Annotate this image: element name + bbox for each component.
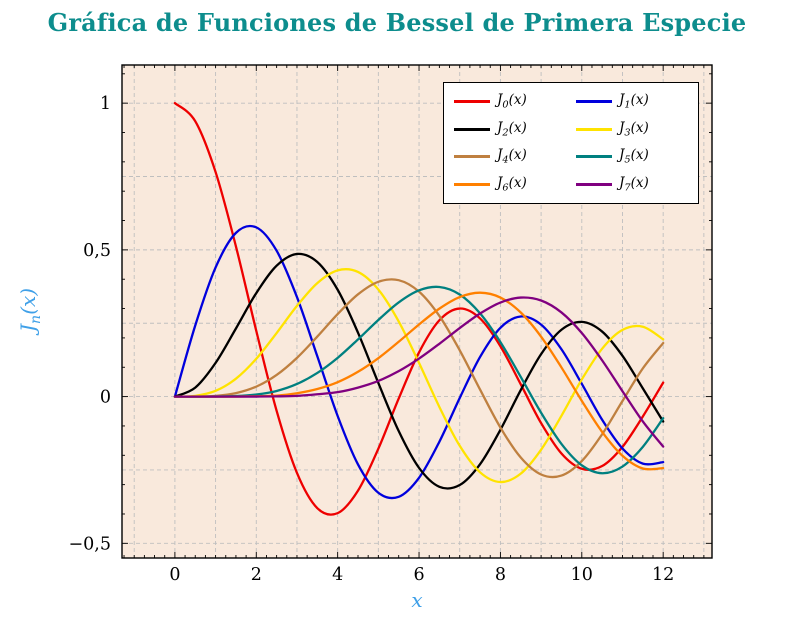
curve-j1x bbox=[173, 224, 665, 500]
x-tick-label: 8 bbox=[495, 565, 506, 585]
legend-label-j5: J5(x) bbox=[619, 147, 649, 167]
legend-line-sample-j3 bbox=[576, 127, 612, 131]
legend-label-j1: J1(x) bbox=[619, 92, 649, 111]
plot-frame bbox=[121, 64, 713, 559]
x-tick-label: 0 bbox=[169, 565, 180, 585]
y-tick-label: 0,5 bbox=[83, 241, 111, 261]
y-tick-label: 1 bbox=[100, 94, 111, 114]
legend-line-sample-j5 bbox=[576, 155, 612, 159]
legend-item-j4: J4(x) bbox=[454, 147, 566, 166]
legend-line-sample-j2 bbox=[454, 127, 490, 131]
legend-line-sample-j7 bbox=[576, 182, 612, 186]
x-tick-label: 4 bbox=[332, 565, 343, 585]
tick-labels: 0 2 4 6 8 10 12 −0,5 0 0,5 1 bbox=[69, 94, 675, 585]
legend-item-j3: J3(x) bbox=[576, 119, 688, 139]
legend-label-j3: J3(x) bbox=[619, 119, 649, 139]
legend-label-j4: J4(x) bbox=[497, 147, 527, 167]
legend-label-j6: J6(x) bbox=[497, 175, 527, 194]
y-axis-label: Jn(x) bbox=[16, 287, 44, 333]
curve-j3x bbox=[173, 268, 665, 484]
x-tick-label: 10 bbox=[571, 565, 593, 585]
legend-line-sample-j4 bbox=[454, 155, 490, 159]
curve-j5x bbox=[173, 285, 665, 475]
legend-item-j5: J5(x) bbox=[576, 147, 688, 166]
x-tick-label: 6 bbox=[413, 565, 424, 585]
x-tick-label: 2 bbox=[251, 565, 262, 585]
legend-item-j6: J6(x) bbox=[454, 175, 566, 194]
page-title: Gráfica de Funciones de Bessel de Primer… bbox=[47, 8, 747, 37]
legend-line-sample-j6 bbox=[454, 182, 490, 186]
legend-item-j2: J2(x) bbox=[454, 119, 566, 139]
legend-label-j7: J7(x) bbox=[619, 175, 649, 194]
curves bbox=[173, 102, 665, 516]
x-axis-label: x bbox=[411, 588, 423, 612]
y-tick-label: 0 bbox=[100, 388, 111, 408]
legend-line-sample-j1 bbox=[576, 99, 612, 103]
y-tick-label: −0,5 bbox=[69, 534, 112, 554]
legend-label-j2: J2(x) bbox=[497, 119, 527, 139]
legend: J0(x) J1(x) J2(x) J3(x) J4(x) J5(x) J6(x… bbox=[443, 82, 699, 204]
legend-item-j0: J0(x) bbox=[454, 92, 566, 111]
legend-line-sample-j0 bbox=[454, 99, 490, 103]
curve-j7x bbox=[173, 296, 665, 448]
x-tick-label: 12 bbox=[652, 565, 674, 585]
legend-label-j0: J0(x) bbox=[497, 92, 527, 111]
legend-item-j7: J7(x) bbox=[576, 175, 688, 194]
legend-item-j1: J1(x) bbox=[576, 92, 688, 111]
curve-j2x bbox=[173, 252, 665, 490]
curve-j4x bbox=[173, 278, 665, 479]
